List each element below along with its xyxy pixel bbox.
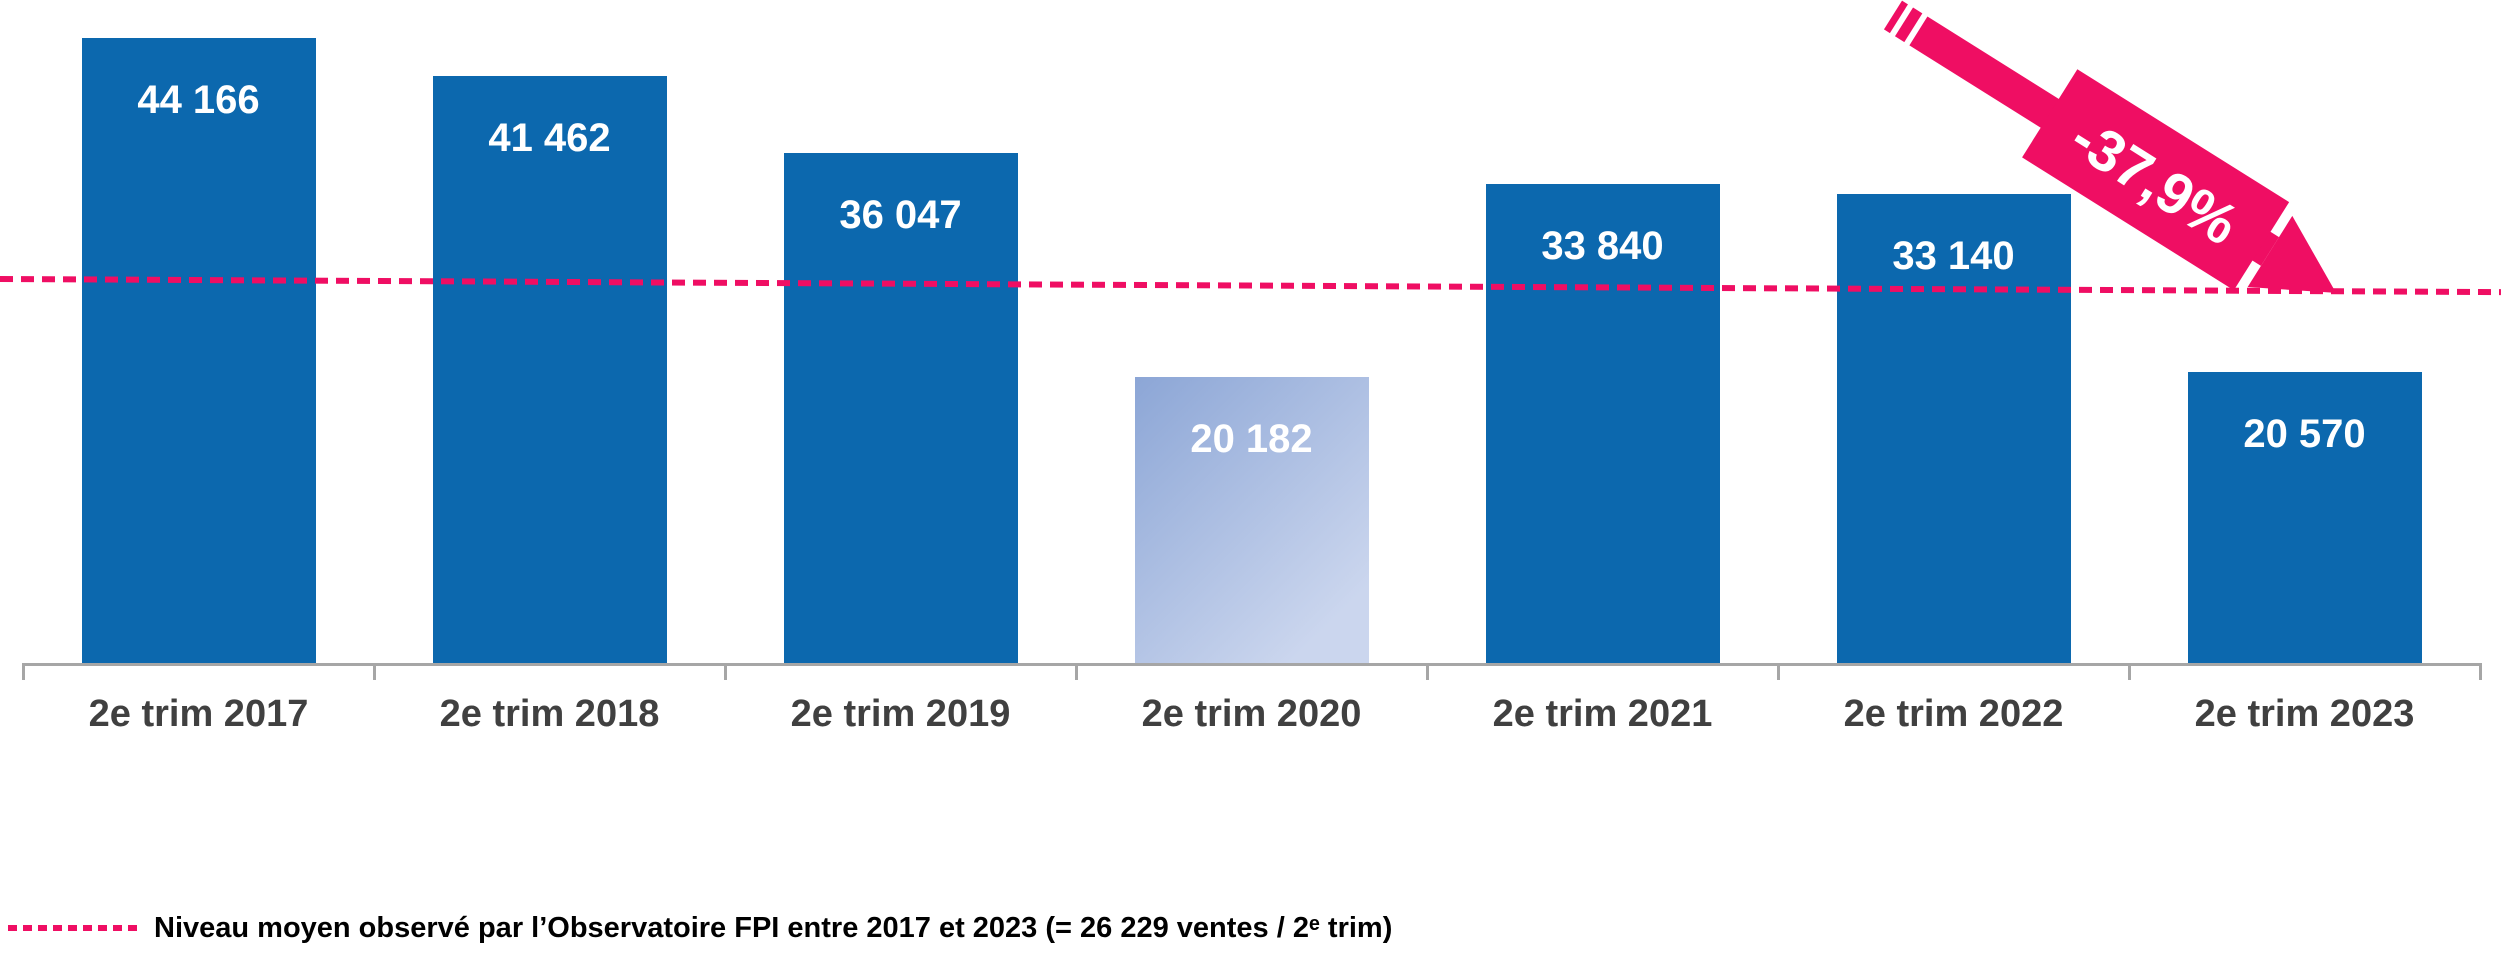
bar-value-label: 33 140 [1892,234,2015,278]
x-axis-tick [2128,663,2131,680]
x-axis-tick [1426,663,1429,680]
x-axis-label: 2e trim 2018 [439,693,660,735]
x-axis-label: 2e trim 2019 [790,693,1011,735]
x-axis-tick [724,663,727,680]
x-axis-tick [1075,663,1078,680]
decline-arrow-banner [2022,69,2290,291]
x-axis-label: 2e trim 2020 [1141,693,1362,735]
bar-value-label: 20 570 [2243,412,2366,456]
decline-arrow-tail-mark-1 [1883,0,1908,34]
x-axis-label: 2e trim 2023 [2194,693,2415,735]
bar-value-label: 20 182 [1190,417,1313,461]
x-axis-tick [373,663,376,680]
x-axis-line [23,663,2481,666]
bar-value-label: 41 462 [488,116,611,160]
legend-label: Niveau moyen observé par l’Observatoire … [154,911,1393,944]
bar-2e-trim-2023: 20 570 [2187,372,2422,663]
bar-value-label: 36 047 [839,193,962,237]
bar-2e-trim-2022: 33 140 [1836,194,2071,663]
x-axis-label: 2e trim 2017 [88,693,309,735]
bar-2e-trim-2019: 36 047 [783,153,1018,663]
bar-2e-trim-2017: 44 166 [81,38,316,663]
decline-arrow-head [2247,215,2337,293]
legend-dashed-line-swatch [8,925,137,931]
x-axis-label: 2e trim 2021 [1492,693,1713,735]
x-axis-tick [1777,663,1780,680]
bar-value-label: 44 166 [137,78,260,122]
bar-value-label: 33 840 [1541,224,1664,268]
x-axis-tick [2479,663,2482,680]
decline-arrow-tail-mark-2 [1894,7,1923,43]
bar-2e-trim-2021: 33 840 [1485,184,1720,663]
legend: Niveau moyen observé par l’Observatoire … [8,903,1392,953]
x-axis-label: 2e trim 2022 [1843,693,2064,735]
decline-arrow: -37,9% [1883,0,2337,293]
x-axis-tick [22,663,25,680]
bar-2e-trim-2018: 41 462 [432,76,667,663]
bar-2e-trim-2020: 20 182 [1134,377,1369,663]
